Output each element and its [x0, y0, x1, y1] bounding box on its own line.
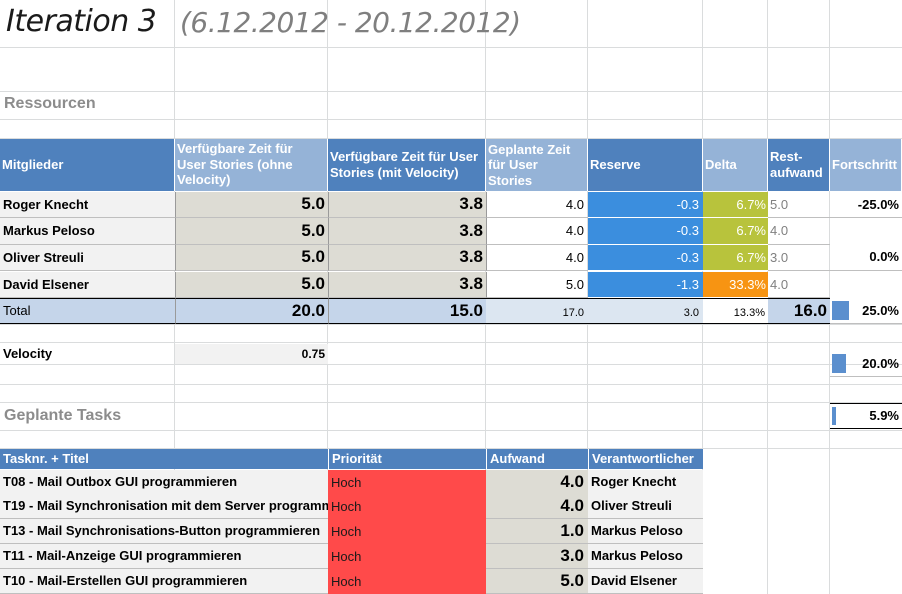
task-priority: Hoch	[328, 569, 486, 594]
task-owner: Oliver Streuli	[588, 494, 703, 519]
available-with-velocity: 3.8	[328, 245, 486, 271]
total-rest-effort: 16.0	[768, 298, 830, 324]
member-name: Roger Knecht	[0, 192, 175, 218]
header-owner: Verantwortlicher	[588, 449, 703, 469]
rest-effort: 4.0	[768, 218, 830, 245]
tasks-section-title: Geplante Tasks	[4, 407, 122, 424]
progress-value: 20.0%	[862, 355, 899, 371]
task-effort: 5.0	[486, 569, 588, 594]
task-priority: Hoch	[328, 470, 486, 495]
header-effort: Aufwand	[486, 449, 588, 469]
task-effort: 1.0	[486, 519, 588, 544]
planned-time: 4.0	[486, 245, 588, 271]
progress-cell: -25.0%	[830, 192, 902, 218]
header-planned: Geplante Zeit für User Stories	[486, 139, 588, 191]
header-reserve: Reserve	[588, 139, 703, 191]
task-owner: Markus Peloso	[588, 544, 703, 569]
task-priority: Hoch	[328, 544, 486, 569]
reserve-value: -0.3	[588, 218, 703, 245]
header-available-with-velocity: Verfügbare Zeit für User Stories (mit Ve…	[328, 139, 486, 191]
rest-effort: 5.0	[768, 192, 830, 218]
progress-cell: 25.0%	[830, 298, 902, 324]
progress-cell: 0.0%	[830, 244, 902, 271]
available-with-velocity: 3.8	[328, 192, 486, 218]
planned-time: 5.0	[486, 272, 588, 298]
total-delta: 13.3%	[703, 298, 768, 324]
member-name: Markus Peloso	[0, 218, 175, 245]
header-delta: Delta	[703, 139, 768, 191]
delta-value: 6.7%	[703, 192, 768, 218]
task-priority: Hoch	[328, 494, 486, 519]
progress-value: 0.0%	[869, 249, 899, 265]
total-with-velocity: 15.0	[328, 298, 486, 324]
available-without-velocity: 5.0	[175, 218, 328, 245]
velocity-value: 0.75	[175, 344, 328, 364]
planned-time: 4.0	[486, 192, 588, 218]
available-without-velocity: 5.0	[175, 272, 328, 298]
velocity-label: Velocity	[3, 346, 53, 362]
reserve-value: -0.3	[588, 192, 703, 218]
total-without-velocity: 20.0	[175, 298, 328, 324]
page-title: Iteration 3	[6, 4, 157, 39]
available-with-velocity: 3.8	[328, 218, 486, 245]
available-without-velocity: 5.0	[175, 192, 328, 218]
rest-effort: 3.0	[768, 245, 830, 271]
header-members: Mitglieder	[0, 139, 175, 191]
delta-value: 33.3%	[703, 272, 768, 298]
available-with-velocity: 3.8	[328, 272, 486, 298]
total-row: Total 20.0 15.0 17.0 3.0 13.3% 16.0 5.9%	[0, 105, 902, 429]
header-priority: Priorität	[328, 449, 486, 469]
task-effort: 3.0	[486, 544, 588, 569]
task-effort: 4.0	[486, 494, 588, 519]
member-name: David Elsener	[0, 272, 175, 298]
progress-value: -25.0%	[857, 196, 899, 212]
task-effort: 4.0	[486, 470, 588, 495]
task-owner: Markus Peloso	[588, 519, 703, 544]
resource-rows: Roger Knecht 5.0 3.8 4.0 -0.3 6.7% 5.0 -25.0% Ma…	[0, 0, 902, 377]
total-label: Total	[0, 298, 175, 324]
task-owner: Roger Knecht	[588, 470, 703, 495]
total-progress: 5.9%	[830, 403, 902, 429]
member-name: Oliver Streuli	[0, 245, 175, 271]
available-without-velocity: 5.0	[175, 245, 328, 271]
task-title: T19 - Mail Synchronisation mit dem Serve…	[0, 494, 328, 519]
header-rest-effort: Rest-aufwand	[768, 139, 830, 191]
reserve-value: -0.3	[588, 245, 703, 271]
planned-time: 4.0	[486, 218, 588, 245]
total-planned: 17.0	[486, 298, 588, 324]
task-priority: Hoch	[328, 519, 486, 544]
task-title: T13 - Mail Synchronisations-Button progr…	[0, 519, 328, 544]
task-title: T10 - Mail-Erstellen GUI programmieren	[0, 569, 328, 594]
progress-value: 25.0%	[862, 302, 899, 318]
total-reserve: 3.0	[588, 298, 703, 324]
reserve-value: -1.3	[588, 272, 703, 298]
task-title: T08 - Mail Outbox GUI programmieren	[0, 470, 328, 495]
header-available-without-velocity: Verfügbare Zeit für User Stories (ohne V…	[175, 139, 328, 191]
resources-section-title: Ressourcen	[4, 95, 96, 112]
progress-cell: 20.0%	[830, 351, 902, 377]
rest-effort: 4.0	[768, 272, 830, 298]
total-progress-value: 5.9%	[869, 408, 899, 424]
progress-bar	[832, 301, 849, 320]
task-title: T11 - Mail-Anzeige GUI programmieren	[0, 544, 328, 569]
progress-bar	[832, 354, 846, 373]
delta-value: 6.7%	[703, 218, 768, 245]
progress-bar	[832, 407, 836, 425]
delta-value: 6.7%	[703, 245, 768, 271]
task-owner: David Elsener	[588, 569, 703, 594]
date-range: (6.12.2012 - 20.12.2012)	[180, 6, 521, 39]
header-progress: Fortschritt	[830, 139, 902, 191]
header-task-title: Tasknr. + Titel	[0, 449, 328, 469]
